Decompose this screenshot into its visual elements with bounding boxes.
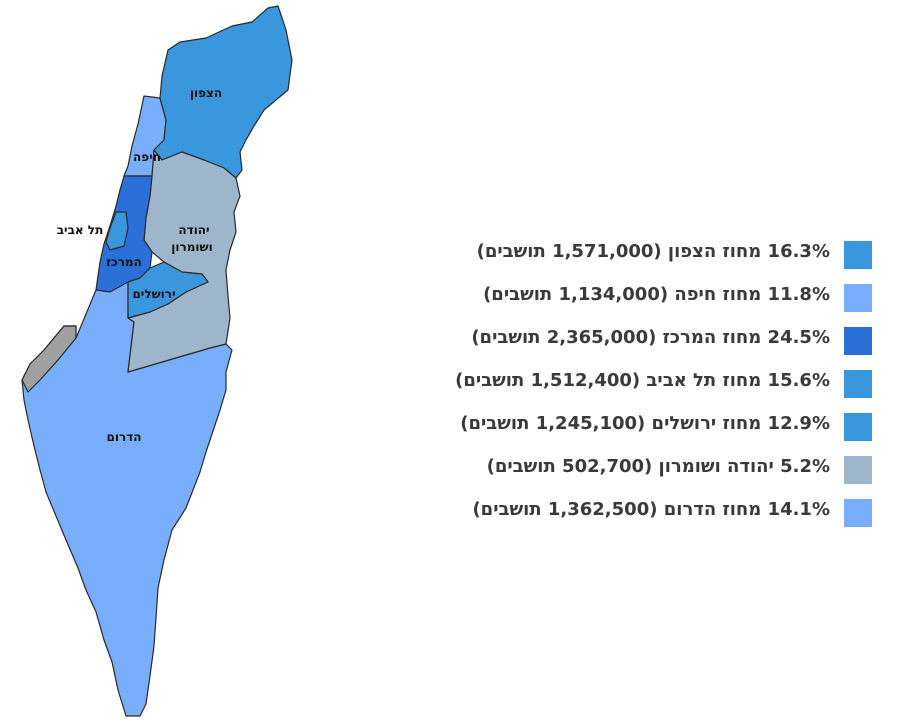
legend-item-text: 14.1% מחוז הדרום (1,362,500 תושבים) <box>472 499 830 520</box>
legend-item-text: 5.2% יהודה ושומרון (502,700 תושבים) <box>486 456 830 477</box>
legend-color-swatch <box>844 284 872 312</box>
legend-item-text: 16.3% מחוז הצפון (1,571,000 תושבים) <box>476 241 830 262</box>
legend-color-swatch <box>844 413 872 441</box>
map-label-judea-samaria-2: ושומרון <box>171 240 212 254</box>
region-jerusalem[interactable] <box>127 261 209 319</box>
israel-districts-map: הצפון חיפה תל אביב יהודה ושומרון המרכז י… <box>21 5 293 717</box>
region-gaza <box>21 325 77 393</box>
legend-item: 24.5% מחוז המרכז (2,365,000 תושבים) <box>400 324 872 367</box>
legend-item: 14.1% מחוז הדרום (1,362,500 תושבים) <box>400 496 872 539</box>
legend-color-swatch <box>844 241 872 269</box>
legend-item-text: 24.5% מחוז המרכז (2,365,000 תושבים) <box>471 327 830 348</box>
legend: 16.3% מחוז הצפון (1,571,000 תושבים) 11.8%… <box>400 238 872 539</box>
legend-item-text: 12.9% מחוז ירושלים (1,245,100 תושבים) <box>460 413 830 434</box>
legend-item: 15.6% מחוז תל אביב (1,512,400 תושבים) <box>400 367 872 410</box>
legend-item: 11.8% מחוז חיפה (1,134,000 תושבים) <box>400 281 872 324</box>
region-north[interactable] <box>153 5 293 179</box>
map-label-haifa: חיפה <box>133 150 161 164</box>
legend-color-swatch <box>844 370 872 398</box>
map-label-jerusalem: ירושלים <box>132 287 175 301</box>
legend-item: 12.9% מחוז ירושלים (1,245,100 תושבים) <box>400 410 872 453</box>
legend-item-text: 11.8% מחוז חיפה (1,134,000 תושבים) <box>483 284 830 305</box>
legend-color-swatch <box>844 499 872 527</box>
map-label-south: הדרום <box>107 430 142 444</box>
legend-item-text: 15.6% מחוז תל אביב (1,512,400 תושבים) <box>455 370 830 391</box>
region-telaviv[interactable] <box>105 211 129 251</box>
map-label-telaviv: תל אביב <box>57 223 104 237</box>
map-label-north: הצפון <box>190 86 222 100</box>
map-label-judea-samaria-1: יהודה <box>178 223 209 237</box>
legend-item: 16.3% מחוז הצפון (1,571,000 תושבים) <box>400 238 872 281</box>
legend-color-swatch <box>844 456 872 484</box>
legend-item: 5.2% יהודה ושומרון (502,700 תושבים) <box>400 453 872 496</box>
map-label-center: המרכז <box>106 255 142 269</box>
legend-color-swatch <box>844 327 872 355</box>
